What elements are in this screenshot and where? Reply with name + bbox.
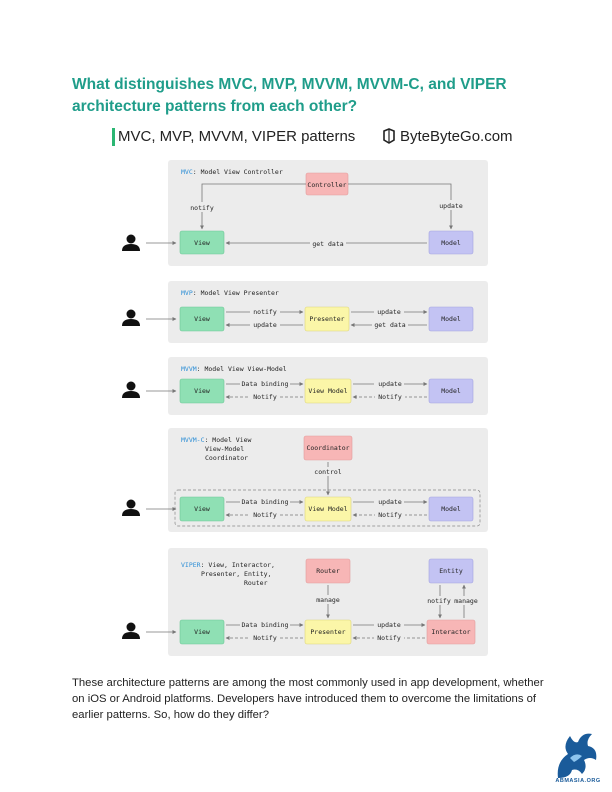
viper-abbr: VIPER: [181, 561, 201, 569]
mvc-view-label: View: [194, 239, 210, 247]
mvvm-model-label: Model: [441, 387, 461, 395]
mvvmc-viewmodel-label: View Model: [308, 505, 347, 513]
abmasia-dragon-logo: [557, 733, 597, 778]
mvc-notify-label: notify: [190, 204, 214, 212]
mvvmc-control-label: control: [314, 468, 341, 476]
mvvmc-user-icon: [122, 499, 140, 516]
mvc-abbr: MVC: [181, 168, 193, 176]
mvc-model-label: Model: [441, 239, 461, 247]
viper-full-line-3: Router: [244, 579, 268, 587]
svg-text:MVP: Model View Presenter: MVP: Model View Presenter: [181, 289, 279, 297]
mvp-full: : Model View Presenter: [193, 289, 279, 297]
svg-text:MVVM-C: Model View: MVVM-C: Model View: [181, 436, 252, 444]
mvp-notify-label: notify: [253, 308, 277, 316]
mvvmc-viewmodel-box: [304, 496, 352, 522]
mvp-update-left-label: update: [253, 321, 277, 329]
mvc-get-data-label: get data: [312, 240, 343, 248]
mvvmc-notify-right-label: Notify: [378, 511, 402, 519]
viper-notify-left-label: Notify: [253, 634, 277, 642]
mvvmc-update-label: update: [378, 498, 402, 506]
mvc-update-label: update: [439, 202, 463, 210]
viper-presenter-label: Presenter: [310, 628, 345, 636]
mvp-abbr: MVP: [181, 289, 193, 297]
viper-router-label: Router: [316, 567, 340, 575]
mvp-model-box: [428, 306, 474, 332]
viper-router-box: [305, 558, 351, 584]
viper-full-line-2: Presenter, Entity,: [201, 570, 271, 578]
mvp-model-label: Model: [441, 315, 461, 323]
viper-user-icon: [122, 622, 140, 639]
viper-entity-label: Entity: [439, 567, 463, 575]
viper-entity-notify-label: notify: [427, 597, 451, 605]
mvvm-model-box: [428, 378, 474, 404]
mvvmc-data-binding-label: Data binding: [242, 498, 289, 506]
mvvmc-model-label: Model: [441, 505, 461, 513]
mvc-controller-label: Controller: [307, 181, 346, 189]
mvvm-notify-left-label: Notify: [253, 393, 277, 401]
mvvm-viewmodel-box: [304, 378, 352, 404]
mvvm-notify-right-label: Notify: [378, 393, 402, 401]
mvp-user-icon: [122, 309, 140, 326]
svg-text:VIPER: View, Interactor,: VIPER: View, Interactor,: [181, 561, 275, 569]
mvvm-user-icon: [122, 381, 140, 398]
viper-interactor-box: [426, 619, 476, 645]
mvc-user-icon: [122, 234, 140, 251]
svg-text:MVC: Model View Controller: MVC: Model View Controller: [181, 168, 283, 176]
mvvm-data-binding-label: Data binding: [242, 380, 289, 388]
viper-full-line-1: : View, Interactor,: [201, 561, 275, 569]
viper-interactor-label: Interactor: [431, 628, 470, 636]
viper-manage-label: manage: [316, 596, 340, 604]
viper-entity-manage-label: manage: [454, 597, 478, 605]
logo-text: ABMASIA.ORG: [555, 778, 601, 784]
viper-entity-box: [428, 558, 474, 584]
mvvm-update-label: update: [378, 380, 402, 388]
viper-update-label: update: [377, 621, 401, 629]
mvp-update-right-label: update: [377, 308, 401, 316]
mvvm-abbr: MVVM: [181, 365, 197, 373]
mvvmc-view-box: [179, 496, 225, 522]
figure-title-accent-bar: [112, 128, 115, 146]
figure-title: MVC, MVP, MVVM, VIPER patterns: [118, 128, 356, 145]
mvvmc-full-line-1: : Model View: [204, 436, 251, 444]
mvvm-view-box: [179, 378, 225, 404]
bytebytego-logo-icon: [383, 128, 395, 144]
brand-name: ByteByteGo.com: [400, 128, 513, 145]
mvvmc-model-box: [428, 496, 474, 522]
mvp-presenter-box: [304, 306, 350, 332]
viper-data-binding-label: Data binding: [242, 621, 289, 629]
mvvmc-coordinator-label: Coordinator: [306, 444, 349, 452]
viper-view-label: View: [194, 628, 210, 636]
svg-text:MVVM: Model View View-Model: MVVM: Model View View-Model: [181, 365, 287, 373]
mvp-get-data-label: get data: [374, 321, 405, 329]
mvc-full: : Model View Controller: [193, 168, 283, 176]
viper-view-box: [179, 619, 225, 645]
mvc-model-box: [428, 230, 474, 255]
mvvmc-view-label: View: [194, 505, 210, 513]
mvvm-view-label: View: [194, 387, 210, 395]
mvvmc-coordinator-box: [303, 435, 353, 461]
mvvmc-notify-left-label: Notify: [253, 511, 277, 519]
viper-presenter-box: [304, 619, 352, 645]
mvvm-viewmodel-label: View Model: [308, 387, 347, 395]
body-paragraph: These architecture patterns are among th…: [72, 677, 544, 721]
mvc-view-box: [179, 230, 225, 255]
mvc-panel: [168, 160, 488, 266]
mvp-view-label: View: [194, 315, 210, 323]
mvp-presenter-label: Presenter: [309, 315, 344, 323]
mvc-update-arrow: [348, 183, 453, 230]
mvc-notify-arrow: [200, 183, 306, 230]
viper-notify-right-label: Notify: [377, 634, 401, 642]
mvp-view-box: [179, 306, 225, 332]
mvvm-full: : Model View View-Model: [197, 365, 287, 373]
mvvmc-full-line-3: Coordinator: [205, 454, 248, 462]
mvvmc-full-line-2: View-Model: [205, 445, 244, 453]
page-heading: What distinguishes MVC, MVP, MVVM, MVVM-…: [72, 76, 507, 115]
mvvmc-abbr: MVVM-C: [181, 436, 205, 444]
